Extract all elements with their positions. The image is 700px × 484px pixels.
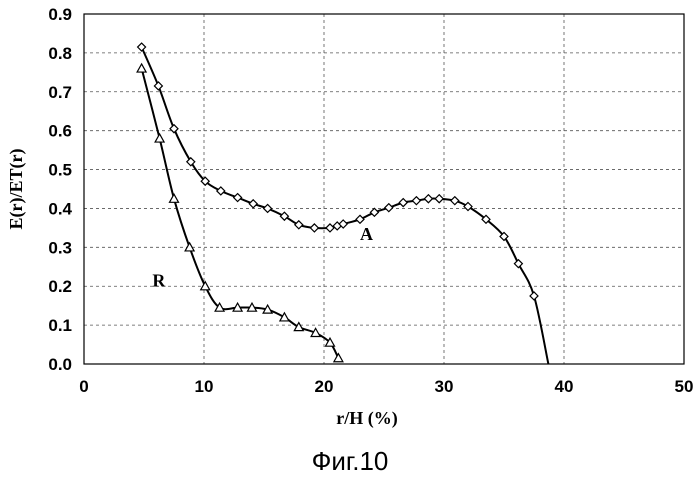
y-tick-label: 0.7: [48, 83, 72, 102]
figure-caption: Фиг.10: [0, 446, 700, 477]
data-point-a: [217, 187, 225, 195]
series-label-a: A: [360, 224, 373, 244]
data-point-a: [280, 212, 288, 220]
plot-area: [84, 14, 684, 364]
data-point-a: [399, 199, 407, 207]
y-tick-label: 0.4: [48, 199, 72, 218]
data-point-r: [185, 243, 194, 251]
x-tick-label: 20: [315, 377, 334, 396]
y-tick-label: 0.9: [48, 5, 72, 24]
data-point-a: [170, 125, 178, 133]
data-point-a: [530, 292, 538, 300]
data-point-a: [356, 215, 364, 223]
data-point-r: [170, 194, 179, 202]
x-tick-label: 10: [195, 377, 214, 396]
data-point-a: [249, 200, 257, 208]
data-point-r: [201, 282, 210, 290]
data-point-a: [435, 195, 443, 203]
data-point-a: [234, 194, 242, 202]
data-point-a: [412, 197, 420, 205]
tick-labels: 0 10 20 30 40 50 0.0 0.1 0.2 0.3 0.4 0.5 0.6 0.7 0.8 0.…: [48, 5, 693, 396]
data-point-r: [155, 134, 164, 142]
series-label-r: R: [152, 270, 166, 290]
data-point-r: [334, 354, 343, 362]
data-point-a: [310, 224, 318, 232]
x-tick-label: 30: [435, 377, 454, 396]
x-tick-label: 50: [675, 377, 694, 396]
data-point-a: [295, 221, 303, 229]
data-point-a: [514, 260, 522, 268]
series-layer: AR: [137, 43, 548, 364]
grid: [84, 14, 684, 364]
data-point-r: [294, 323, 303, 331]
data-point-r: [137, 64, 146, 72]
y-tick-label: 0.3: [48, 238, 72, 257]
data-point-a: [451, 197, 459, 205]
data-point-a: [138, 43, 146, 51]
data-point-a: [385, 204, 393, 212]
data-point-a: [264, 204, 272, 212]
series-line-r: [142, 68, 339, 358]
y-axis-title: E(r)/ET(r): [6, 149, 27, 230]
x-tick-label: 40: [555, 377, 574, 396]
data-point-a: [424, 195, 432, 203]
data-point-r: [280, 313, 289, 321]
y-tick-label: 0.8: [48, 44, 72, 63]
data-point-a: [154, 82, 162, 90]
y-tick-label: 0.6: [48, 122, 72, 141]
data-point-a: [326, 224, 334, 232]
y-tick-label: 0.0: [48, 355, 72, 374]
series-line-a: [142, 47, 549, 364]
data-point-a: [370, 208, 378, 216]
x-axis-title: r/H (%): [336, 408, 397, 429]
y-tick-label: 0.2: [48, 277, 72, 296]
y-tick-label: 0.5: [48, 161, 72, 180]
x-tick-label: 0: [79, 377, 88, 396]
y-tick-label: 0.1: [48, 316, 72, 335]
